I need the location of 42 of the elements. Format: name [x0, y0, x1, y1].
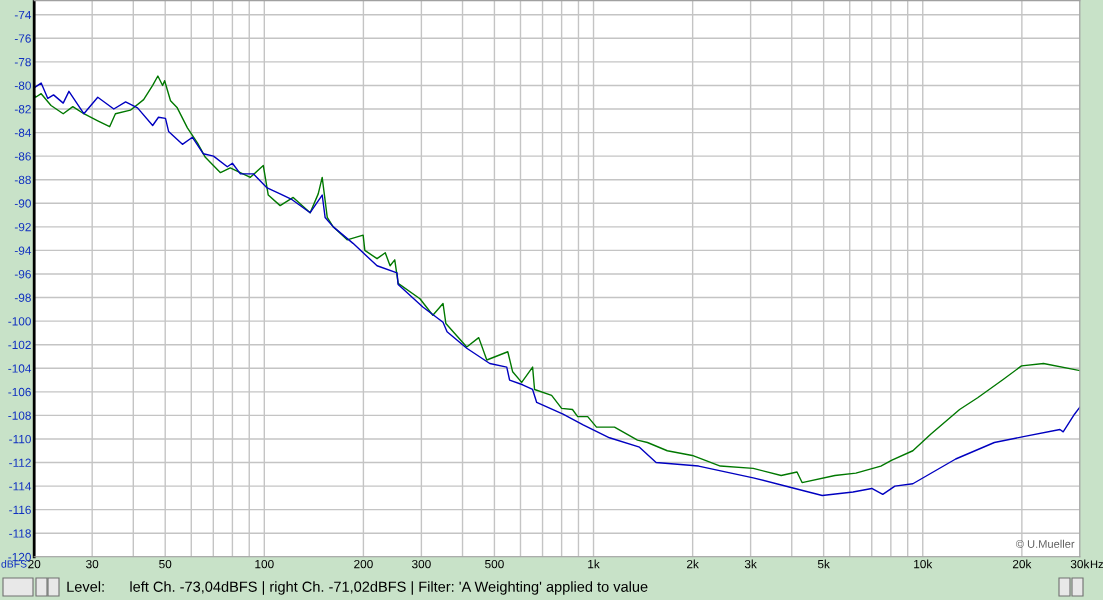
y-tick-label: -78	[14, 57, 31, 67]
x-tick-label: 20	[28, 559, 41, 569]
x-tick-label: 30k	[1070, 559, 1090, 569]
x-tick-label: 300	[411, 559, 431, 569]
y-tick-label: -90	[14, 199, 31, 208]
text: Level: left Ch. -73,04dBFS | right Ch. -71,02dBFS | Filter: 'A Weighting' applied to value	[67, 581, 648, 595]
y-tick-label: -104	[8, 364, 32, 373]
y-tick-label: -118	[9, 529, 31, 538]
y-tick-label: -100	[8, 317, 31, 326]
x-axis-title: Hz	[1090, 560, 1103, 569]
x-tick-label: 3k	[744, 559, 757, 569]
x-tick-label: 500	[485, 559, 504, 569]
x-tick-label: 200	[354, 559, 373, 569]
y-tick-label: -106	[8, 387, 31, 397]
y-tick-label: -76	[14, 34, 31, 43]
x-tick-label: 20k	[1012, 559, 1032, 569]
y-tick-label: -98	[14, 293, 31, 302]
y-tick-label: -112	[9, 458, 31, 467]
y-tick-label: -94	[14, 246, 32, 255]
y-tick-label: -80	[14, 81, 31, 90]
x-tick-label: 1k	[588, 559, 600, 569]
y-tick-label: -114	[9, 482, 32, 491]
y-tick-label: -120	[8, 552, 31, 562]
x-tick-label: 30	[86, 559, 99, 569]
x-tick-label: 5k	[817, 559, 830, 569]
y-tick-label: -82	[14, 105, 31, 114]
y-tick-label: -96	[14, 270, 31, 279]
annotation: © U.Mueller	[1015, 539, 1075, 548]
x-tick-label: 100	[255, 559, 274, 569]
y-tick-label: -88	[14, 175, 31, 185]
y-tick-label: -116	[9, 505, 31, 515]
x-tick-label: 50	[159, 559, 172, 569]
x-tick-label: 2k	[687, 559, 699, 569]
y-tick-label: -74	[14, 10, 32, 20]
y-tick-label: -84	[14, 128, 32, 137]
y-tick-label: -108	[8, 411, 31, 420]
x-tick-label: 10k	[914, 559, 933, 569]
y-tick-label: -86	[14, 152, 31, 161]
y-axis-title: dBFS	[1, 560, 27, 568]
y-tick-label: -102	[8, 340, 31, 350]
y-tick-label: -110	[9, 435, 31, 444]
y-tick-label: -92	[14, 222, 31, 232]
